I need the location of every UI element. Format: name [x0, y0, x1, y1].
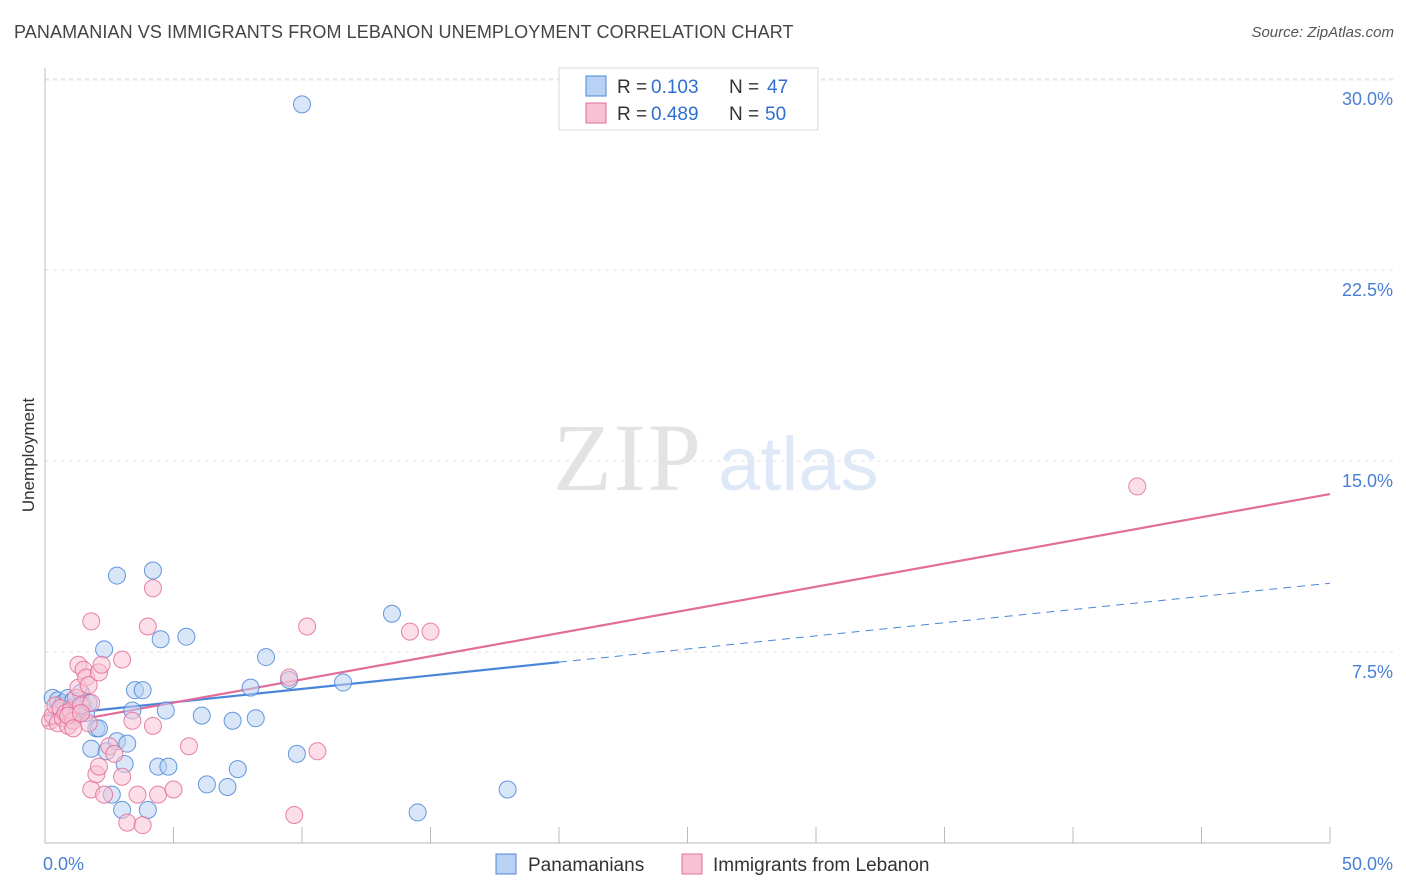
y-tick-label-2: 22.5%	[1342, 280, 1393, 300]
point-s1-32	[128, 785, 147, 804]
point-s0-28	[138, 800, 157, 819]
y-tick-labels: 7.5% 15.0% 22.5% 30.0%	[1342, 89, 1393, 682]
legend-n-label-2: N =	[729, 104, 759, 125]
point-s0-32	[156, 701, 175, 720]
point-s1-42	[298, 617, 317, 636]
x-tick-labels: 0.0% 50.0%	[43, 854, 1393, 874]
point-s0-37	[218, 777, 237, 796]
legend-n-value-1: 47	[767, 77, 788, 98]
x-tick-label-0: 0.0%	[43, 854, 84, 874]
point-s1-16	[79, 676, 98, 695]
trend-line-extension-0	[558, 582, 1331, 663]
trend-line-0	[44, 661, 560, 717]
point-s0-31	[151, 630, 170, 649]
y-tick-label-3: 30.0%	[1342, 89, 1393, 109]
data-points	[41, 95, 1147, 835]
trend-lines	[44, 492, 1331, 727]
y-axis-label: Unemployment	[19, 398, 38, 513]
point-s0-14	[82, 739, 101, 758]
point-s0-21	[107, 566, 126, 585]
series-legend-swatch-lebanon	[681, 853, 703, 875]
point-s1-28	[113, 650, 132, 669]
point-s1-27	[105, 744, 124, 763]
point-s1-46	[1128, 477, 1147, 496]
point-s1-24	[92, 655, 111, 674]
point-s1-30	[118, 813, 137, 832]
chart-title: PANAMANIAN VS IMMIGRANTS FROM LEBANON UN…	[14, 22, 794, 42]
point-s0-40	[241, 678, 260, 697]
point-s1-29	[113, 767, 132, 786]
point-s1-35	[143, 716, 162, 735]
point-s1-39	[179, 737, 198, 756]
trend-line-1	[44, 492, 1331, 727]
point-s1-20	[82, 612, 101, 631]
point-s0-36	[197, 775, 216, 794]
point-s1-49	[71, 704, 90, 723]
point-s0-29	[143, 561, 162, 580]
point-s1-48	[64, 719, 83, 738]
watermark: ZIP atlas	[553, 404, 879, 511]
point-s0-27	[133, 681, 152, 700]
watermark-atlas: atlas	[718, 422, 879, 507]
series-legend-label-lebanon: Immigrants from Lebanon	[713, 855, 930, 876]
point-s1-34	[138, 617, 157, 636]
point-s1-38	[164, 780, 183, 799]
point-s1-45	[421, 622, 440, 641]
series-legend-label-panamanians: Panamanians	[528, 855, 644, 876]
legend-r-value-1: 0.103	[651, 77, 699, 98]
legend-r-label-2: R =	[617, 104, 647, 125]
point-s0-39	[228, 760, 247, 779]
x-tick-label-1: 50.0%	[1342, 854, 1393, 874]
point-s1-25	[95, 785, 114, 804]
stats-legend: R = 0.103 N = 47 R = 0.489 N = 50	[558, 67, 819, 131]
point-s0-38	[223, 711, 242, 730]
source-label: Source: ZipAtlas.com	[1251, 24, 1394, 41]
point-s0-49	[498, 780, 517, 799]
point-s1-41	[285, 805, 304, 824]
series-legend-swatch-panamanians	[495, 853, 517, 875]
point-s0-48	[408, 803, 427, 822]
point-s1-44	[400, 622, 419, 641]
watermark-zip: ZIP	[553, 404, 703, 511]
legend-n-value-2: 50	[765, 104, 786, 125]
legend-r-label-1: R =	[617, 77, 647, 98]
y-tick-label-1: 15.0%	[1342, 471, 1393, 491]
point-s1-36	[143, 579, 162, 598]
y-tick-label-0: 7.5%	[1352, 662, 1393, 682]
series-legend: Panamanians Immigrants from Lebanon	[495, 853, 930, 876]
point-s0-42	[257, 648, 276, 667]
legend-r-value-2: 0.489	[651, 104, 699, 125]
point-s1-40	[280, 668, 299, 687]
legend-n-label-1: N =	[729, 77, 759, 98]
point-s0-41	[246, 709, 265, 728]
point-s1-33	[133, 816, 152, 835]
point-s0-34	[177, 627, 196, 646]
point-s0-33	[159, 757, 178, 776]
point-s0-46	[334, 673, 353, 692]
point-s1-31	[123, 711, 142, 730]
point-s1-37	[149, 785, 168, 804]
legend-swatch-pink	[585, 102, 607, 124]
point-s1-43	[308, 742, 327, 761]
point-s0-35	[192, 706, 211, 725]
gridlines	[45, 78, 1393, 653]
point-s0-17	[95, 640, 114, 659]
point-s0-44	[287, 744, 306, 763]
point-s0-45	[293, 95, 311, 114]
point-s1-22	[89, 757, 108, 776]
point-s0-47	[382, 604, 401, 623]
point-s0-24	[118, 734, 137, 753]
legend-swatch-blue	[585, 75, 607, 97]
